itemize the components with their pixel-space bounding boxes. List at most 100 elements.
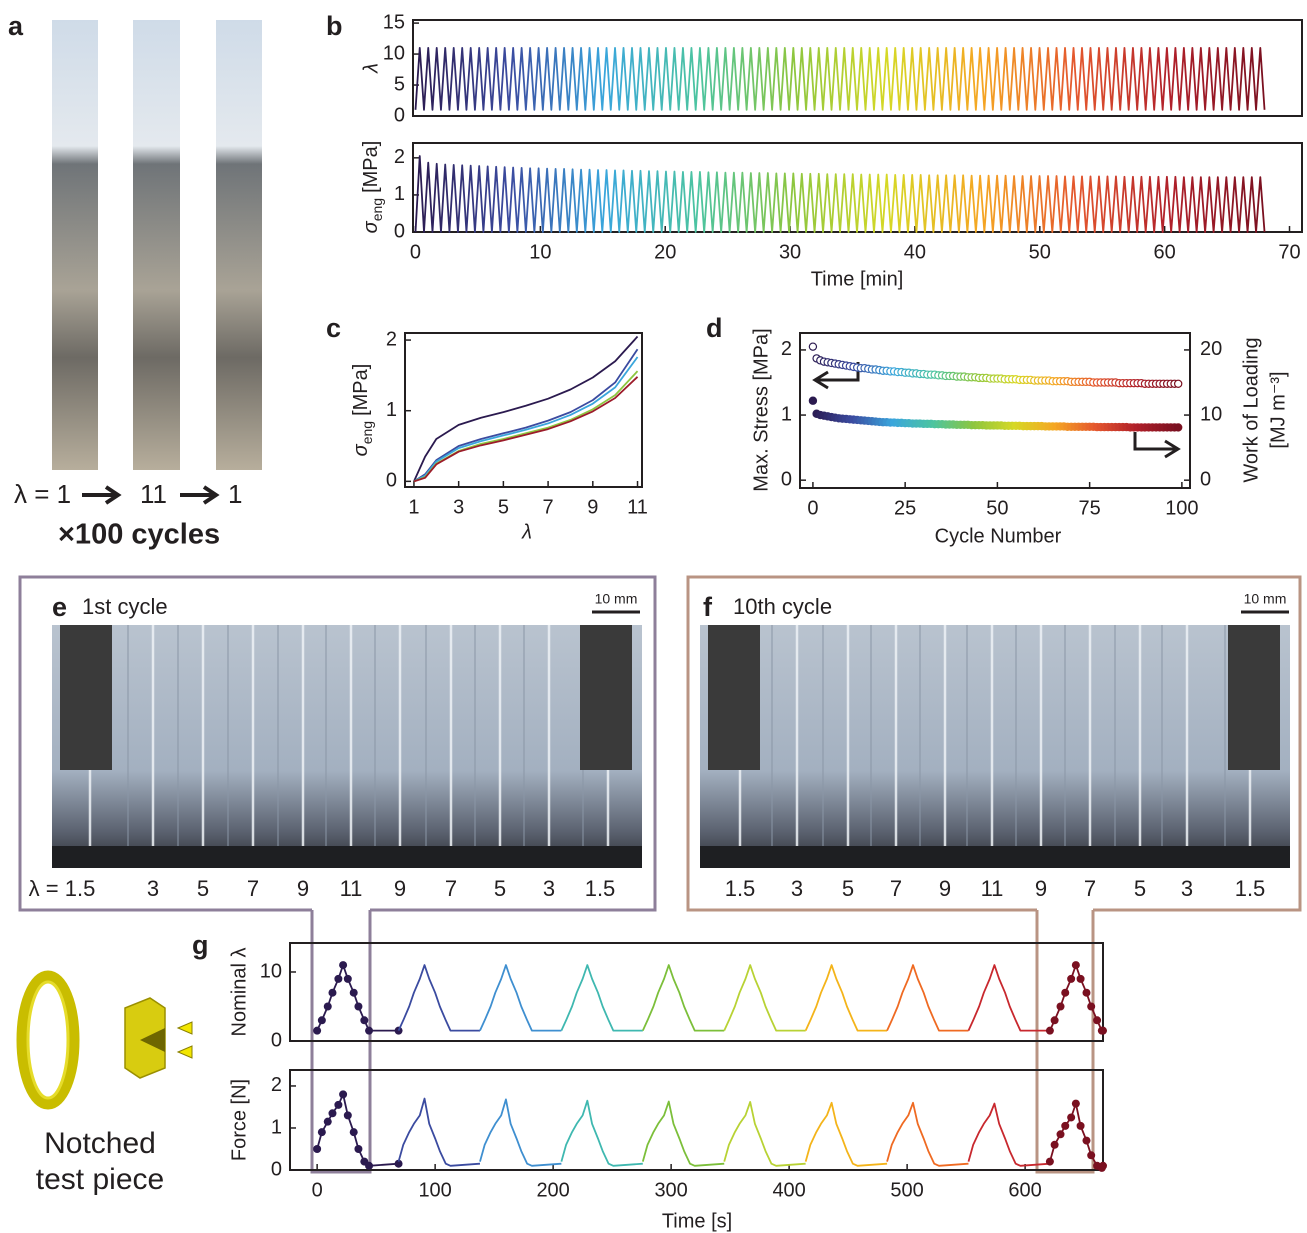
data-line: [560, 1099, 643, 1167]
data-point: [1050, 1016, 1059, 1025]
data-line: [479, 1098, 562, 1167]
arrow: [82, 485, 122, 505]
stretch-label: 1: [228, 479, 242, 509]
stretch-label: 5: [1134, 876, 1146, 901]
y-axis-unit: [MPa]: [360, 141, 382, 193]
x-tick-label: 20: [654, 241, 676, 263]
data-point: [1087, 1151, 1096, 1160]
stretch-label: λ = 1: [14, 479, 71, 509]
data-point: [323, 1002, 332, 1011]
data-point: [365, 1161, 374, 1170]
data-line: [560, 964, 643, 1032]
x-tick-label: 200: [536, 1179, 569, 1201]
x-tick-label: 10: [529, 241, 551, 263]
stretch-label: 3: [791, 876, 803, 901]
photo-strip: [52, 20, 98, 470]
panel-label: g: [192, 930, 209, 960]
y-tick-label: 0: [386, 470, 397, 492]
data-line: [804, 964, 888, 1032]
x-tick-label: 11: [627, 496, 648, 518]
data-point: [339, 1090, 348, 1099]
data-point: [343, 974, 352, 983]
data-point: [354, 1002, 363, 1011]
panel-title: 10th cycle: [733, 594, 832, 619]
y-axis-unit: [MPa]: [350, 364, 372, 416]
stretch-label: 1.5: [1235, 876, 1266, 901]
y-tick-label: 1: [394, 183, 405, 205]
y2-axis-label: Work of Loading: [1240, 337, 1262, 482]
data-point: [360, 1016, 369, 1025]
data-point: [1061, 988, 1070, 997]
stretch-label: 11: [981, 876, 1004, 901]
notch: [140, 1028, 165, 1052]
plot-frame: [289, 942, 1104, 1042]
data-point: [328, 1109, 337, 1118]
y-tick-label: 1: [386, 399, 397, 421]
x-tick-label: 50: [1029, 241, 1051, 263]
y-axis-label: Force [N]: [228, 1079, 250, 1161]
data-point: [339, 961, 348, 970]
stretch-label: 3: [1181, 876, 1193, 901]
data-line: [886, 964, 969, 1032]
x-tick-label: 3: [453, 496, 464, 518]
data-line: [804, 1101, 888, 1167]
stretch-label: 3: [543, 876, 555, 901]
data-point: [313, 1144, 322, 1153]
data-point: [1082, 988, 1091, 997]
x-tick-label: 1: [408, 496, 419, 518]
axis-arrow: [1133, 432, 1181, 459]
x-tick-label: 100: [418, 1179, 451, 1201]
data-point: [1173, 423, 1183, 432]
photo-clamp: [1228, 625, 1280, 770]
x-tick-label: 600: [1008, 1179, 1041, 1201]
plot-frame: [404, 332, 643, 488]
data-point: [323, 1117, 332, 1126]
x-axis-label: λ: [521, 521, 532, 543]
photo-strip: [216, 20, 262, 470]
data-point: [328, 988, 337, 997]
x-tick-label: 40: [904, 241, 926, 263]
caption: test piece: [36, 1163, 164, 1196]
data-point: [1050, 1140, 1059, 1149]
x-tick-label: 0: [312, 1179, 323, 1201]
data-line: [414, 46, 1266, 111]
stretch-label: 1.5: [585, 876, 616, 901]
data-point: [1173, 379, 1183, 388]
y-axis-subscript: eng: [359, 421, 375, 444]
stretch-label: 7: [445, 876, 457, 901]
y-tick-label: 2: [271, 1074, 282, 1096]
y-axis-label: Max. Stress [MPa]: [750, 328, 772, 491]
y-axis-label: σeng [MPa]: [350, 364, 374, 457]
data-point: [394, 1159, 403, 1168]
data-line: [641, 964, 725, 1032]
data-point: [317, 1128, 326, 1137]
stretch-label: 9: [1035, 876, 1047, 901]
stretch-label: 11: [140, 479, 167, 509]
data-line: [479, 964, 562, 1032]
photo-clamp: [580, 625, 632, 770]
data-point: [1071, 961, 1080, 970]
x-axis-label: Time [s]: [662, 1210, 732, 1232]
x-tick-label: 70: [1278, 241, 1300, 263]
data-point: [334, 1100, 343, 1109]
stretch-label: 9: [939, 876, 951, 901]
x-tick-label: 50: [986, 497, 1008, 519]
y-tick-label: 15: [383, 11, 405, 33]
data-point: [1056, 1002, 1065, 1011]
stretch-label: λ = 1.5: [29, 876, 96, 901]
photo-clamp: [60, 625, 112, 770]
x-axis-label: Cycle Number: [935, 525, 1062, 547]
data-line: [967, 964, 1050, 1032]
panel-label: c: [326, 313, 341, 343]
x-tick-label: 100: [1165, 497, 1198, 519]
stretch-label: 9: [297, 876, 309, 901]
data-line: [413, 370, 639, 483]
data-point: [1087, 1002, 1096, 1011]
caption: ×100 cycles: [58, 519, 220, 551]
y-tick-label: 0: [394, 220, 405, 242]
data-line: [967, 1102, 1050, 1167]
x-tick-label: 60: [1154, 241, 1176, 263]
y-tick-label: 0: [394, 104, 405, 126]
data-point: [349, 988, 358, 997]
y-axis-label: λ: [360, 63, 382, 74]
